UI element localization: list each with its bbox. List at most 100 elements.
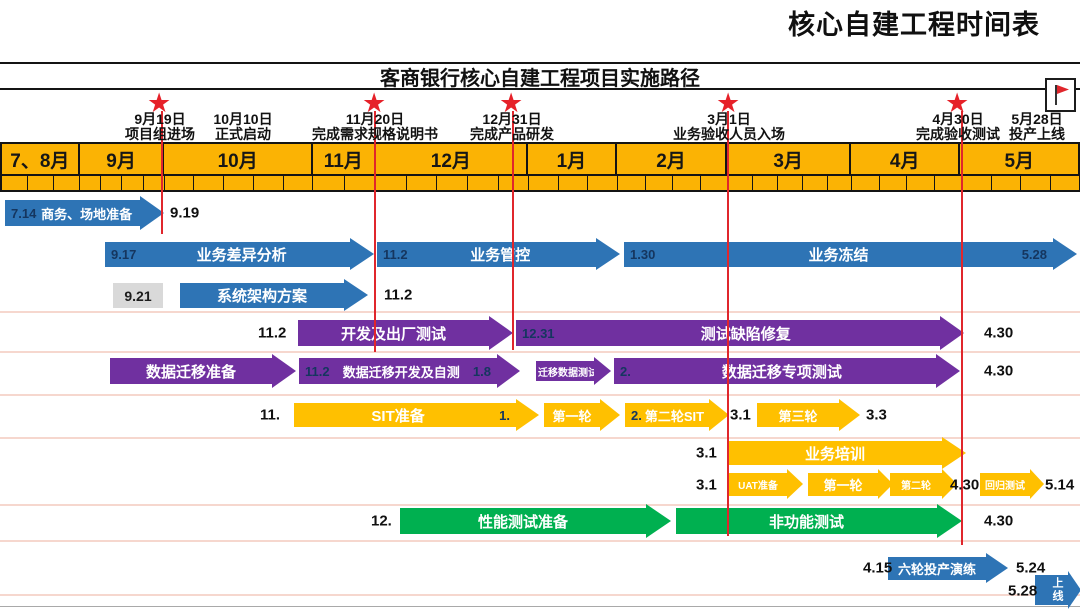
task-label: 商务、场地准备 [41, 206, 133, 222]
task-label: 第二轮SIT [644, 408, 705, 424]
week-cell [991, 176, 1022, 190]
milestone-date-line [727, 111, 729, 536]
week-cell [753, 176, 779, 190]
week-group [79, 176, 165, 190]
milestone-label: 4月30日 完成验收测试 [916, 112, 1000, 142]
task-bar-body: 1.30 业务冻结 5.28 [624, 242, 1053, 267]
milestone-desc: 完成验收测试 [916, 126, 1000, 142]
task-label: 测试缺陷修复 [700, 325, 791, 343]
milestone-desc: 投产上线 [1009, 126, 1065, 142]
arrow-head [1030, 469, 1044, 499]
row-separator [0, 594, 1080, 596]
date-label: 3.1 [696, 444, 717, 462]
date-label: 11.2 [258, 324, 287, 342]
task-bar: UAT准备 [729, 469, 803, 499]
week-cell [143, 176, 165, 190]
week-group [313, 176, 377, 190]
week-group [164, 176, 314, 190]
task-label: UAT准备 [738, 481, 778, 492]
task-bar-body: 非功能测试 [676, 508, 937, 534]
milestone-star-icon: ★ [499, 88, 524, 118]
task-start-date: 11.2 [383, 247, 408, 262]
date-label: 4.30 [950, 476, 980, 494]
arrow-head [272, 354, 296, 388]
task-bar: 业务培训 [728, 437, 966, 469]
milestone-star-icon: ★ [362, 88, 387, 118]
week-grid-row [0, 176, 1080, 192]
week-cell [588, 176, 618, 190]
milestone-date: 11月20日 [345, 111, 405, 127]
date-label: 5.14 [1045, 476, 1075, 494]
month-cell: 10月 [164, 144, 313, 174]
week-group [2, 176, 80, 190]
date-label: 12. [371, 512, 392, 530]
milestone-label: 12月31日 完成产品研发 [470, 112, 554, 142]
task-bar: SIT准备 1. [294, 399, 539, 431]
month-cell: 5月 [960, 144, 1079, 174]
week-cell [467, 176, 499, 190]
task-bar: 上线 [1035, 571, 1080, 609]
row-separator [0, 504, 1080, 506]
date-label: 4.15 [863, 559, 893, 577]
task-label: 第一轮 [552, 408, 592, 424]
arrow-head [787, 469, 803, 499]
task-bar: 7.14 商务、场地准备 [5, 196, 164, 230]
task-bar-body: 第二轮 [890, 473, 942, 496]
task-bar-body: 开发及出厂测试 [298, 320, 489, 346]
task-bar-body: 11.2 业务管控 [377, 242, 596, 267]
row-separator [0, 437, 1080, 439]
month-cell: 3月 [727, 144, 851, 174]
arrow-head [596, 238, 620, 270]
row-separator [0, 351, 1080, 353]
week-cell [164, 176, 195, 190]
row-separator [0, 311, 1080, 313]
flag-icon [1045, 78, 1076, 112]
arrow-head [497, 354, 520, 388]
week-group [728, 176, 853, 190]
milestone-desc: 正式启动 [215, 126, 271, 142]
month-cell: 1月 [528, 144, 617, 174]
task-label: 系统架构方案 [216, 288, 307, 305]
task-start-date: 12.31 [522, 325, 555, 341]
task-bar: 性能测试准备 [400, 504, 671, 538]
task-start-date: 9.17 [111, 247, 137, 262]
week-cell [907, 176, 935, 190]
task-bar-body: 第一轮 [544, 403, 600, 427]
task-bar: 系统架构方案 [180, 279, 368, 311]
task-bar-body: UAT准备 [729, 473, 787, 496]
week-cell [253, 176, 284, 190]
task-bar-body: 系统架构方案 [180, 283, 344, 308]
week-cell [852, 176, 880, 190]
arrow-head [1068, 571, 1080, 609]
task-label: 上线 [1051, 577, 1063, 603]
milestone-desc: 完成需求规格说明书 [312, 126, 438, 142]
arrow-head [936, 354, 960, 388]
week-cell [122, 176, 144, 190]
week-cell [313, 176, 345, 190]
task-bar: 9.21 [113, 283, 163, 308]
task-bar: 第二轮 [890, 469, 957, 499]
task-end-date: 1. [499, 407, 510, 423]
task-label: 业务差异分析 [196, 247, 287, 264]
red-flag-glyph [1054, 85, 1069, 105]
date-label: 5.28 [1008, 582, 1038, 600]
week-cell [376, 176, 407, 190]
task-bar-body: 7.14 商务、场地准备 [5, 200, 140, 226]
chart-header: 客商银行核心自建工程项目实施路径 [0, 62, 1080, 90]
milestone-desc: 项目组进场 [125, 126, 195, 142]
task-bar-body: 第三轮 [757, 403, 839, 427]
task-bar-body: 第一轮 [808, 473, 878, 496]
task-bar: 第三轮 [757, 399, 860, 431]
month-cell: 7、8月 [2, 144, 80, 174]
arrow-head [600, 399, 620, 431]
week-cell [27, 176, 54, 190]
arrow-head [350, 238, 374, 270]
milestone-label: 3月1日 业务验收人员入场 [673, 112, 785, 142]
task-bar-body: 数据迁移准备 [110, 358, 272, 384]
arrow-head [940, 316, 964, 350]
arrow-head [594, 357, 611, 385]
week-cell [879, 176, 908, 190]
task-label: 第三轮 [778, 408, 818, 424]
milestone-label: 10月10日 正式启动 [213, 112, 272, 142]
milestone-star-icon: ★ [716, 88, 741, 118]
